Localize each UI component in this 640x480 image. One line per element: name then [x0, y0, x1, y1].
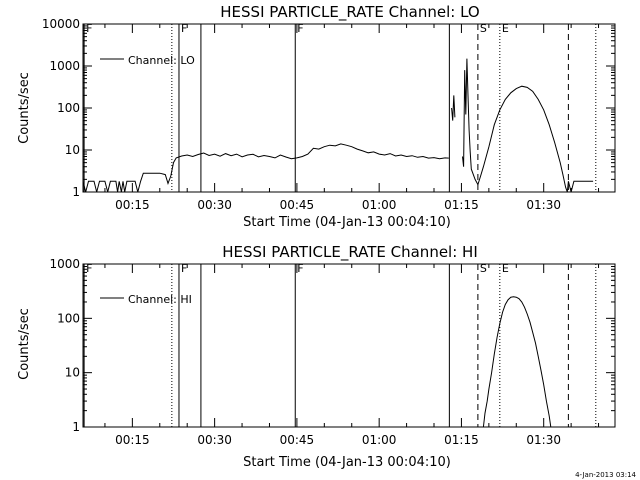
lo-y-tick-label: 10000 [42, 17, 80, 31]
lo-marker-label: S [480, 22, 487, 35]
hi-marker-label: S [480, 262, 487, 275]
hi-legend-label: Channel: HI [128, 293, 192, 306]
hi-x-tick-label: 01:00 [362, 433, 397, 447]
hi-x-tick-label: 00:30 [197, 433, 232, 447]
hi-x-tick-label: 00:15 [115, 433, 150, 447]
hi-marker-label: F [297, 262, 303, 275]
hi-series [482, 296, 552, 428]
hi-y-tick-label: 1 [72, 420, 80, 434]
lo-y-tick-label: 10 [65, 143, 80, 157]
hi-x-tick-label: 01:15 [444, 433, 479, 447]
lo-x-tick-label: 01:15 [444, 198, 479, 212]
lo-marker-label: F [297, 22, 303, 35]
hi-series-line [482, 296, 552, 428]
lo-marker-label: F [181, 22, 187, 35]
footer-timestamp: 4-Jan-2013 03:14 [575, 471, 636, 479]
lo-y-axis-label: Counts/sec [17, 72, 32, 144]
hi-y-tick-label: 100 [57, 311, 80, 325]
lo-marker-label: F [86, 22, 92, 35]
lo-plot-frame [82, 23, 616, 193]
hi-y-tick-label: 10 [65, 366, 80, 380]
hi-marker-label: F [86, 262, 92, 275]
hi-marker-label: F [181, 262, 187, 275]
lo-legend-label: Channel: LO [128, 54, 195, 67]
lo-series [82, 58, 594, 193]
hi-chart-title: HESSI PARTICLE_RATE Channel: HI [222, 243, 478, 262]
lo-x-axis-label: Start Time (04-Jan-13 00:04:10) [243, 215, 451, 230]
lo-x-tick-label: 01:00 [362, 198, 397, 212]
lo-series-line [451, 95, 456, 121]
lo-x-tick-label: 00:15 [115, 198, 150, 212]
hi-y-axis-label: Counts/sec [17, 308, 32, 380]
hi-x-axis-label: Start Time (04-Jan-13 00:04:10) [243, 455, 451, 470]
hi-x-tick-label: 00:45 [280, 433, 315, 447]
hi-plot-frame [82, 263, 616, 428]
lo-y-tick-label: 100 [57, 101, 80, 115]
lo-marker-label: E [502, 22, 509, 35]
lo-x-tick-label: 00:45 [280, 198, 315, 212]
lo-x-tick-label: 00:30 [197, 198, 232, 212]
hi-y-tick-label: 1000 [49, 257, 80, 271]
lo-series-line [82, 143, 449, 193]
lo-y-tick-label: 1000 [49, 59, 80, 73]
hi-x-axis: 00:15 00:30 00:45 01:00 01:15 01:30 [104, 264, 600, 447]
lo-y-axis: 1 10 100 1000 10000 [42, 17, 615, 199]
hi-y-axis: 1 10 100 1000 [49, 257, 615, 434]
lo-x-tick-label: 01:30 [526, 198, 561, 212]
hi-marker-label: E [502, 262, 509, 275]
lo-chart-title: HESSI PARTICLE_RATE Channel: LO [220, 3, 479, 22]
hi-x-tick-label: 01:30 [526, 433, 561, 447]
lo-y-tick-label: 1 [72, 185, 80, 199]
lo-series-line [462, 58, 594, 193]
lo-x-axis: 00:15 00:30 00:45 01:00 01:15 01:30 [104, 24, 600, 212]
